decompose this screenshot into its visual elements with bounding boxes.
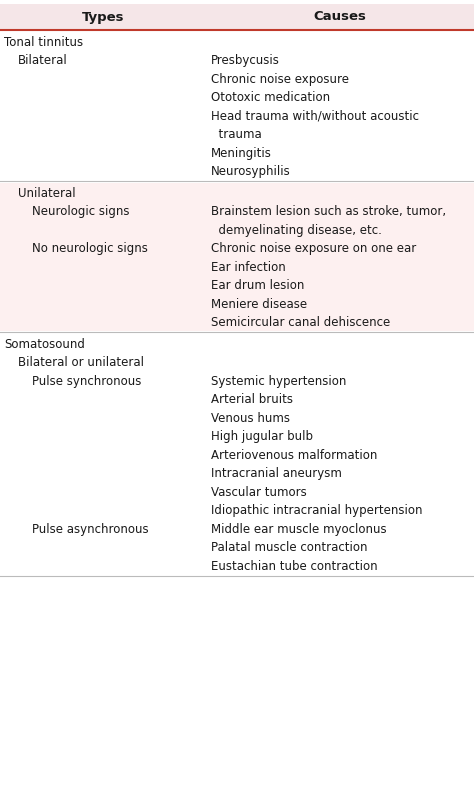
Bar <box>0 124 474 143</box>
Bar <box>0 371 474 389</box>
Bar <box>0 501 474 519</box>
Text: Ear drum lesion: Ear drum lesion <box>211 280 304 292</box>
Bar <box>0 334 474 352</box>
Text: Systemic hypertension: Systemic hypertension <box>211 375 346 388</box>
Text: Chronic noise exposure on one ear: Chronic noise exposure on one ear <box>211 242 416 256</box>
Text: Intracranial aneurysm: Intracranial aneurysm <box>211 467 342 480</box>
Bar <box>0 4 474 30</box>
Bar <box>0 294 474 312</box>
Text: Head trauma with/without acoustic: Head trauma with/without acoustic <box>211 110 419 123</box>
Bar <box>0 257 474 276</box>
Text: Neurologic signs: Neurologic signs <box>32 205 129 218</box>
Bar <box>0 220 474 239</box>
Bar <box>0 87 474 106</box>
Text: Somatosound: Somatosound <box>4 338 85 351</box>
Text: Vascular tumors: Vascular tumors <box>211 485 307 499</box>
Bar <box>0 464 474 482</box>
Text: Causes: Causes <box>314 10 366 23</box>
Bar <box>0 143 474 162</box>
Bar <box>0 202 474 220</box>
Bar <box>0 69 474 87</box>
Text: Arteriovenous malformation: Arteriovenous malformation <box>211 449 377 461</box>
Bar <box>0 519 474 537</box>
Text: trauma: trauma <box>211 128 262 141</box>
Text: Arterial bruits: Arterial bruits <box>211 393 293 406</box>
Text: Bilateral: Bilateral <box>18 54 68 67</box>
Bar <box>0 183 474 202</box>
Text: Pulse synchronous: Pulse synchronous <box>32 375 141 388</box>
Bar <box>0 106 474 124</box>
Text: Meningitis: Meningitis <box>211 147 272 159</box>
Bar <box>0 276 474 294</box>
Text: Bilateral or unilateral: Bilateral or unilateral <box>18 356 144 369</box>
Bar <box>0 312 474 331</box>
Text: demyelinating disease, etc.: demyelinating disease, etc. <box>211 223 382 236</box>
Text: Venous hums: Venous hums <box>211 412 290 425</box>
Text: Idiopathic intracranial hypertension: Idiopathic intracranial hypertension <box>211 504 422 517</box>
Text: Ototoxic medication: Ototoxic medication <box>211 91 330 104</box>
Bar <box>0 408 474 426</box>
Text: Ear infection: Ear infection <box>211 260 286 274</box>
Text: Tonal tinnitus: Tonal tinnitus <box>4 36 83 49</box>
Bar <box>0 426 474 445</box>
Text: Neurosyphilis: Neurosyphilis <box>211 165 291 178</box>
Bar <box>0 445 474 464</box>
Text: Middle ear muscle myoclonus: Middle ear muscle myoclonus <box>211 523 387 536</box>
Text: Eustachian tube contraction: Eustachian tube contraction <box>211 560 378 573</box>
Text: Pulse asynchronous: Pulse asynchronous <box>32 523 149 536</box>
Bar <box>0 162 474 180</box>
Bar <box>0 556 474 574</box>
Bar <box>0 239 474 257</box>
Bar <box>0 482 474 501</box>
Bar <box>0 50 474 69</box>
Text: Brainstem lesion such as stroke, tumor,: Brainstem lesion such as stroke, tumor, <box>211 205 446 218</box>
Text: Presbycusis: Presbycusis <box>211 54 280 67</box>
Text: Palatal muscle contraction: Palatal muscle contraction <box>211 541 367 554</box>
Text: Semicircular canal dehiscence: Semicircular canal dehiscence <box>211 316 390 329</box>
Bar <box>0 389 474 408</box>
Bar <box>0 32 474 50</box>
Bar <box>0 537 474 556</box>
Text: No neurologic signs: No neurologic signs <box>32 242 148 256</box>
Text: High jugular bulb: High jugular bulb <box>211 430 313 443</box>
Text: Meniere disease: Meniere disease <box>211 298 307 311</box>
Text: Types: Types <box>82 10 124 23</box>
Bar <box>0 352 474 371</box>
Text: Chronic noise exposure: Chronic noise exposure <box>211 73 349 86</box>
Text: Unilateral: Unilateral <box>18 187 76 199</box>
